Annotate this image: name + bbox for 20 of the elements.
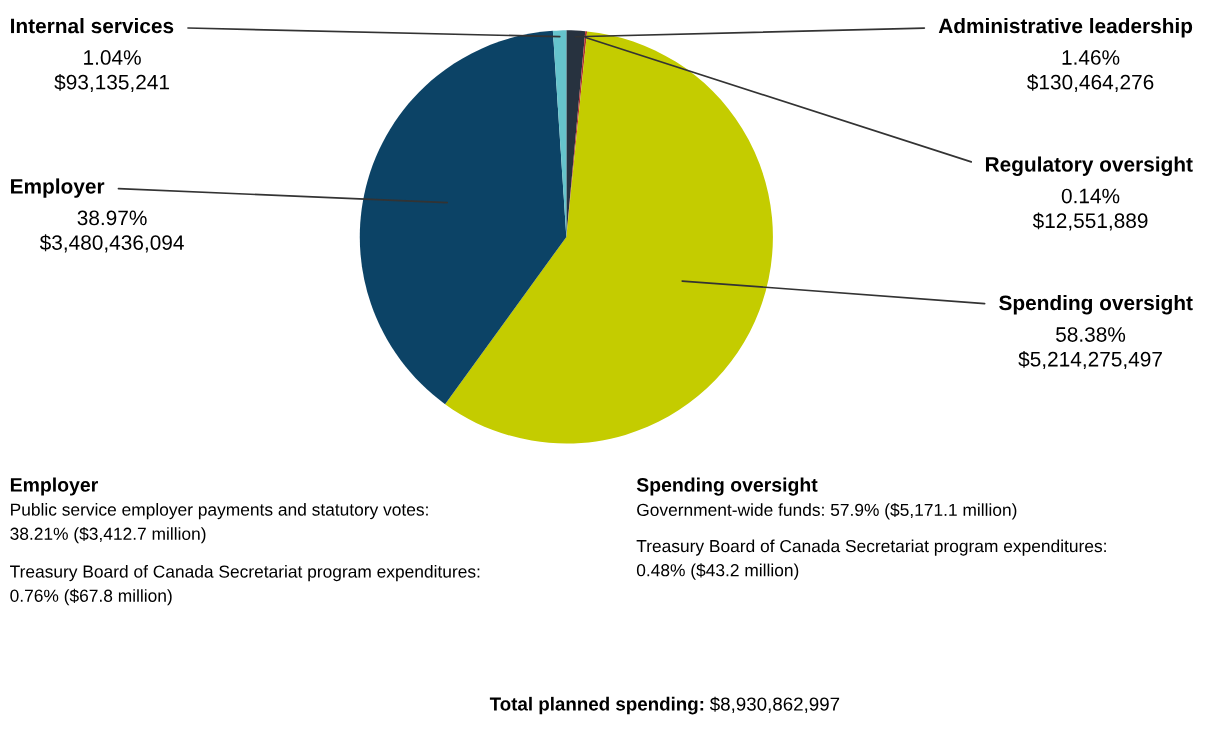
text: Employer bbox=[10, 477, 98, 496]
slice-label: Employer bbox=[11, 178, 105, 198]
slice-label: Internal services bbox=[11, 17, 174, 34]
data-label: 38.97% $3,480,436,094 bbox=[39, 210, 184, 253]
data-label: 0.14% $12,551,889 bbox=[1032, 188, 1148, 231]
data-label: 58.38% $5,214,275,497 bbox=[1018, 327, 1162, 370]
data-label: 1.04% $93,135,241 bbox=[54, 50, 169, 93]
text: Spending oversight bbox=[636, 477, 818, 496]
data-label: 1.46% $130,464,276 bbox=[1027, 50, 1154, 93]
text: $8,930,862,997 bbox=[709, 696, 840, 713]
slice-label: Regulatory oversight bbox=[985, 156, 1193, 176]
pie-slice bbox=[359, 30, 567, 405]
slice-label: Administrative leadership bbox=[938, 17, 1193, 38]
slice-label: Spending oversight bbox=[999, 294, 1193, 315]
text: Government-wide funds: 57.9% ($5,171.1 million) bbox=[637, 503, 1017, 520]
text: Total planned spending: bbox=[489, 696, 704, 715]
text: Treasury Board of Canada Secretariat program expenditures: 0.48% ($43.2 million) bbox=[636, 539, 1106, 580]
pie-slice bbox=[445, 31, 773, 444]
text: Treasury Board of Canada Secretariat program expenditures: 0.76% ($67.8 million) bbox=[10, 564, 480, 606]
text: Public service employer payments and statutory votes: 38.21% ($3,412.7 million) bbox=[10, 503, 428, 544]
